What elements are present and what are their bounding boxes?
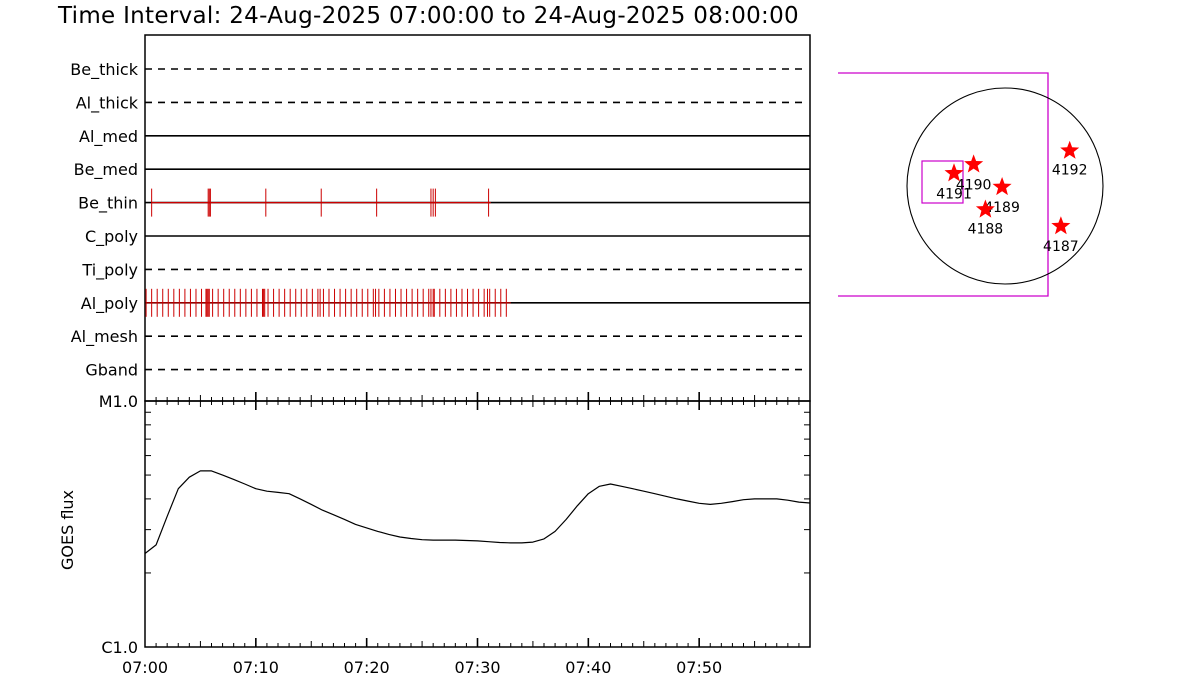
y-tick-label: C1.0 <box>101 638 138 657</box>
goes-frame <box>144 400 811 648</box>
active-region-label: 4188 <box>968 222 1004 238</box>
x-tick-label: 07:10 <box>233 658 279 677</box>
row-label: Gband <box>85 361 138 380</box>
row-label: Ti_poly <box>81 260 138 280</box>
row-label: Al_mesh <box>71 327 138 347</box>
row-label: Al_thick <box>76 93 139 113</box>
row-label: Be_thick <box>70 60 138 80</box>
active-region-star <box>1051 216 1071 235</box>
x-tick-label: 07:20 <box>344 658 390 677</box>
timeline-frame <box>144 34 811 402</box>
goes-flux-panel: C1.0 M1.0 GOES flux <box>58 392 811 657</box>
active-region-star <box>992 177 1012 196</box>
active-region-label: 4190 <box>956 177 992 193</box>
active-region-star <box>964 154 984 173</box>
x-tick-label: 07:50 <box>676 658 722 677</box>
row-label: Al_med <box>79 127 138 147</box>
inner-fov-box <box>921 160 964 204</box>
row-label: Be_med <box>74 160 138 180</box>
y-tick-label: M1.0 <box>99 392 138 411</box>
row-label: C_poly <box>85 227 138 247</box>
active-region-label: 4189 <box>984 200 1020 216</box>
row-label: Be_thin <box>78 194 138 214</box>
x-tick-label: 07:00 <box>122 658 168 677</box>
active-region-star <box>944 163 964 182</box>
page-title: Time Interval: 24-Aug-2025 07:00:00 to 2… <box>58 3 799 29</box>
active-region-star <box>1060 140 1080 159</box>
active-region-star <box>975 199 995 218</box>
goes-flux-line <box>144 470 811 554</box>
active-region-label: 4187 <box>1043 239 1079 255</box>
active-region-label: 4192 <box>1052 163 1088 179</box>
solar-limb <box>906 87 1104 285</box>
row-label: Al_poly <box>81 294 138 314</box>
fov-box <box>838 72 1049 297</box>
filter-timeline-panel: Be_thick Al_thick Al_med Be_med Be_thin C_pol… <box>70 34 811 402</box>
y-axis-title: GOES flux <box>58 490 77 570</box>
x-tick-label: 07:30 <box>454 658 500 677</box>
time-axis: 07:00 07:10 07:20 07:30 07:40 07:50 <box>122 392 800 677</box>
active-region-label: 4191 <box>936 186 972 202</box>
x-tick-label: 07:40 <box>565 658 611 677</box>
